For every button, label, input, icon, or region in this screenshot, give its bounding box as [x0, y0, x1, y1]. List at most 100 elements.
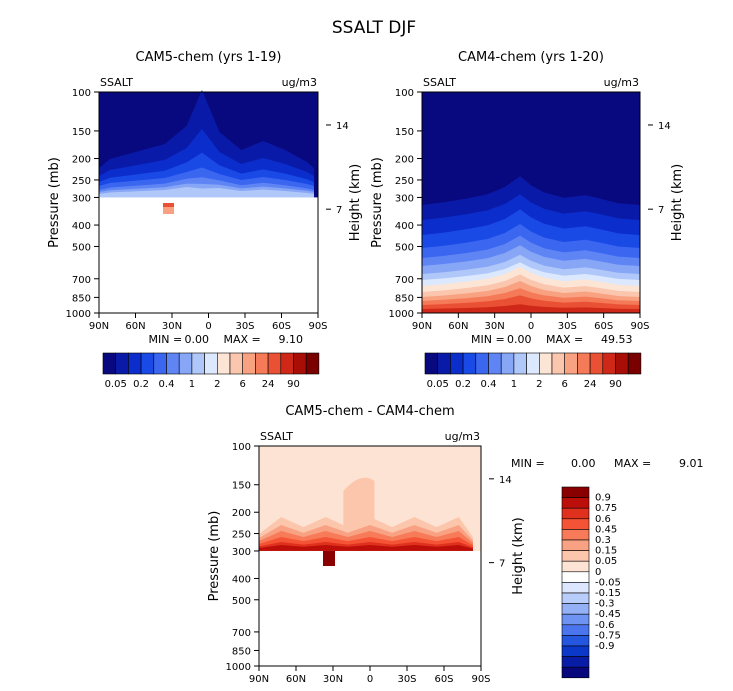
height-tick-label: 14 — [336, 121, 349, 132]
field-label: SSALT — [260, 430, 293, 443]
y-tick-label: 1000 — [389, 309, 414, 320]
colorbar-label: 1 — [189, 379, 195, 390]
x-tick-label: 30S — [558, 321, 577, 332]
colorbar-label: 0.9 — [595, 493, 611, 504]
y-axis-label: Pressure (mb) — [207, 511, 222, 602]
y-axis-label: Pressure (mb) — [370, 157, 385, 248]
colorbar-cell — [627, 352, 642, 375]
colorbar-cell — [293, 352, 307, 375]
colorbar-label: 24 — [262, 379, 275, 390]
contour-band — [259, 544, 473, 551]
y-tick-label: 200 — [395, 155, 414, 166]
y-tick-label: 100 — [72, 88, 91, 99]
colorbar-label: 0.2 — [455, 379, 471, 390]
colorbar-cell — [538, 352, 553, 375]
colorbar-cell — [526, 352, 540, 375]
colorbar-label: 6 — [240, 379, 246, 390]
y-tick-label: 100 — [395, 88, 414, 99]
colorbar-cell — [462, 352, 477, 375]
chart-cam5: CAM5-chem (yrs 1-19)SSALT ug/m3 Pressure (… — [47, 50, 363, 346]
x-tick-label: 30N — [323, 674, 343, 685]
y-tick-label: 250 — [232, 530, 251, 541]
y-tick-label: 100 — [232, 442, 251, 453]
colorbar-cell — [128, 352, 142, 375]
contour-fill — [422, 92, 640, 313]
colorbar-cell — [561, 613, 590, 626]
x-tick-label: 30N — [162, 321, 182, 332]
colorbar-cell — [551, 352, 565, 375]
y-tick-label: 150 — [72, 127, 91, 138]
colorbar-cell — [153, 352, 167, 375]
colorbar-label: 90 — [609, 379, 622, 390]
y-tick-label: 400 — [232, 574, 251, 585]
y-tick-label: 700 — [232, 628, 251, 639]
plot-frame — [98, 91, 319, 314]
colorbar-label: 6 — [562, 379, 568, 390]
min-value: 0.00 — [507, 333, 532, 346]
colorbar-cell — [577, 352, 591, 375]
x-tick-label: 90N — [412, 321, 432, 332]
contour-cell — [163, 203, 174, 207]
colorbar-cell — [561, 635, 590, 647]
colorbar-cell — [305, 352, 320, 375]
y-tick-label: 500 — [232, 596, 251, 607]
max-label: MAX = — [614, 457, 651, 470]
colorbar-label: 0.45 — [595, 524, 617, 535]
x-tick-label: 0 — [205, 321, 211, 332]
colorbar-cell — [561, 666, 590, 679]
colorbar-cam4: 0.05 0.2 0.4 1 2 6 24 90 — [424, 352, 642, 390]
colorbar-label: 0.15 — [595, 546, 617, 557]
y-axis-label: Pressure (mb) — [47, 157, 62, 248]
y-tick-label: 150 — [232, 481, 251, 492]
colorbar-cell — [191, 352, 205, 375]
y-axis-right-label: Height (km) — [348, 164, 363, 241]
colorbar-diff: 0.90.750.60.450.30.150.050-0.05-0.15-0.3… — [561, 486, 621, 679]
x-tick-label: 90S — [471, 674, 490, 685]
min-label: MIN = — [149, 333, 183, 346]
colorbar-cell — [437, 352, 451, 375]
units-label: ug/m3 — [282, 76, 317, 89]
units-label: ug/m3 — [604, 76, 639, 89]
x-tick-label: 60S — [434, 674, 453, 685]
y-tick-label: 250 — [395, 176, 414, 187]
colorbar-cell — [561, 571, 590, 583]
y-tick-label: 250 — [72, 176, 91, 187]
chart-title: CAM4-chem (yrs 1-20) — [458, 50, 604, 65]
y-tick-label: 400 — [395, 221, 414, 232]
y-tick-label: 850 — [395, 293, 414, 304]
x-tick-label: 30S — [235, 321, 254, 332]
colorbar-label: 0.05 — [105, 379, 127, 390]
x-tick-label: 90S — [308, 321, 327, 332]
y-axis-right-label: Height (km) — [670, 164, 685, 241]
colorbar-cell — [500, 352, 515, 375]
chart-title: CAM5-chem (yrs 1-19) — [136, 50, 282, 65]
colorbar-label: 2 — [214, 379, 220, 390]
chart-cam4: CAM4-chem (yrs 1-20)SSALT ug/m3 Pressure (… — [370, 50, 685, 346]
figure-title: SSALT DJF — [332, 18, 416, 38]
colorbar-cell — [450, 352, 464, 375]
colorbar-label: 0.75 — [595, 503, 617, 514]
colorbar-cell — [115, 352, 129, 375]
colorbar-cell — [475, 352, 489, 375]
x-tick-label: 0 — [528, 321, 534, 332]
x-tick-label: 30N — [485, 321, 505, 332]
colorbar-cell — [242, 352, 256, 375]
x-tick-label: 60S — [594, 321, 613, 332]
max-value: 49.53 — [601, 333, 633, 346]
colorbar-cell — [561, 624, 590, 636]
colorbar-cell — [178, 352, 193, 375]
plot-frame — [421, 91, 641, 314]
y-tick-label: 500 — [72, 242, 91, 253]
colorbar-label: -0.9 — [595, 641, 615, 652]
max-value: 9.10 — [279, 333, 304, 346]
y-tick-label: 700 — [395, 275, 414, 286]
colorbar-cell — [561, 560, 590, 573]
colorbar-cell — [561, 645, 590, 657]
colorbar-cell — [280, 352, 294, 375]
colorbar-cell — [561, 518, 590, 530]
y-tick-label: 500 — [395, 242, 414, 253]
colorbar-cam5: 0.05 0.2 0.4 1 2 6 24 90 — [102, 352, 320, 390]
colorbar-cell — [102, 352, 116, 375]
colorbar-cell — [602, 352, 616, 375]
